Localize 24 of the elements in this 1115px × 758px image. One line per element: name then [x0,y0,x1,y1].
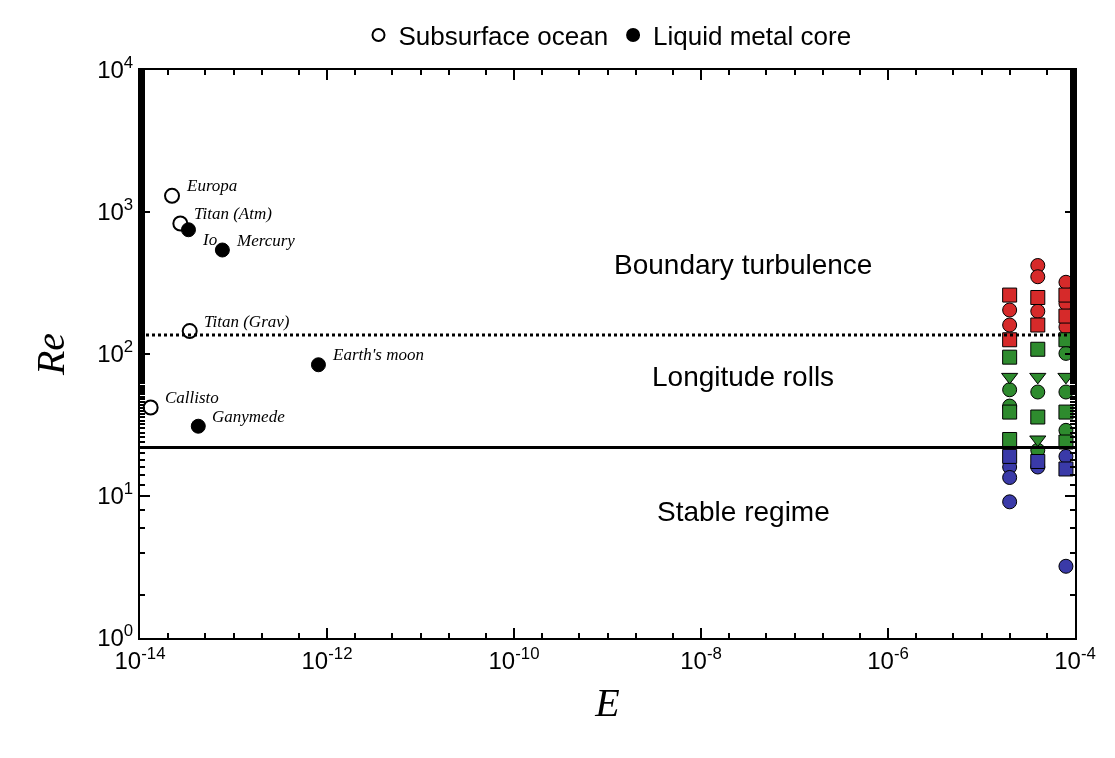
y-tick-label: 10$^{1}$ [97,479,134,510]
annotation: Titan (Atm) [194,204,273,223]
x-tick-label: 10$^{-10}$ [488,643,540,674]
x-axis-title: E [594,679,620,725]
annotation: Io [202,230,218,249]
annotation: Mercury [236,231,296,250]
x-tick-label: 10$^{-4}$ [1054,643,1096,674]
x-tick-label: 10$^{-6}$ [867,643,909,674]
annotation: Stable regime [657,496,830,527]
x-tick-label: 10$^{-12}$ [301,643,353,674]
y-tick-label: 10$^{2}$ [97,337,134,368]
y-axis-title: Re [28,332,74,377]
annotation: Europa [186,176,238,195]
annotation: Boundary turbulence [614,249,873,280]
y-tick-label: 10$^{4}$ [97,53,134,84]
legend-label: Subsurface ocean [398,21,609,52]
annotation: Earth's moon [332,345,425,364]
annotation: Longitude rolls [652,361,835,392]
annotation: Ganymede [212,407,286,426]
y-tick-label: 10$^{3}$ [97,195,134,226]
x-tick-label: 10$^{-8}$ [680,643,722,674]
legend-label: Liquid metal core [653,21,852,52]
annotation: Callisto [165,388,219,407]
annotation: Titan (Grav) [204,312,290,331]
